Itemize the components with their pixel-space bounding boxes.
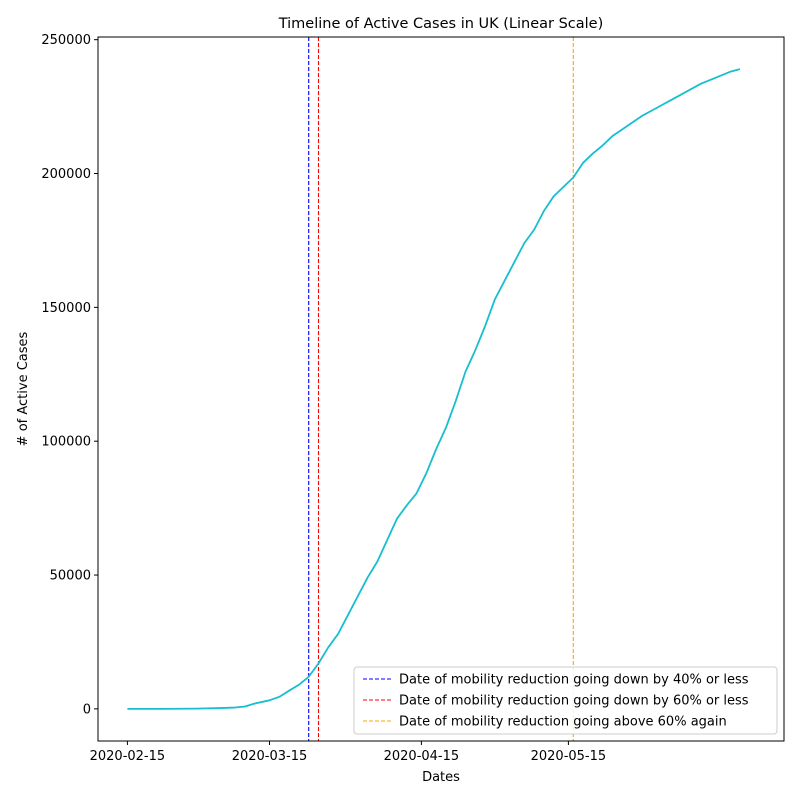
plot-area <box>127 37 741 741</box>
x-tick-label-3: 2020-04-15 <box>384 749 460 764</box>
chart-title: Timeline of Active Cases in UK (Linear S… <box>278 16 604 32</box>
legend-box <box>353 666 778 735</box>
series-line-1 <box>127 68 741 710</box>
y-axis: 0 50000 100000 150000 200000 250000 <box>41 33 98 717</box>
x-axis-label: Dates <box>422 770 460 785</box>
y-tick-label-5: 200000 <box>41 167 91 182</box>
y-tick-label-2: 50000 <box>50 569 91 584</box>
x-tick-label-4: 2020-05-15 <box>531 749 607 764</box>
legend-label-1: Date of mobility reduction going down by… <box>399 673 749 688</box>
y-axis-label: # of Active Cases <box>16 331 31 446</box>
y-tick-label-4: 150000 <box>41 301 91 316</box>
plot-frame <box>97 36 785 742</box>
legend: Date of mobility reduction going down by… <box>353 666 778 735</box>
x-tick-label-1: 2020-02-15 <box>90 749 166 764</box>
y-tick-label-6: 250000 <box>41 33 91 48</box>
legend-label-3: Date of mobility reduction going above 6… <box>399 715 727 730</box>
legend-label-2: Date of mobility reduction going down by… <box>399 694 749 709</box>
x-tick-label-2: 2020-03-15 <box>232 749 308 764</box>
y-tick-label-3: 100000 <box>41 435 91 450</box>
y-tick-label-1: 0 <box>83 702 91 717</box>
x-axis: 2020-02-15 2020-03-15 2020-04-15 2020-05-15 <box>90 741 607 764</box>
